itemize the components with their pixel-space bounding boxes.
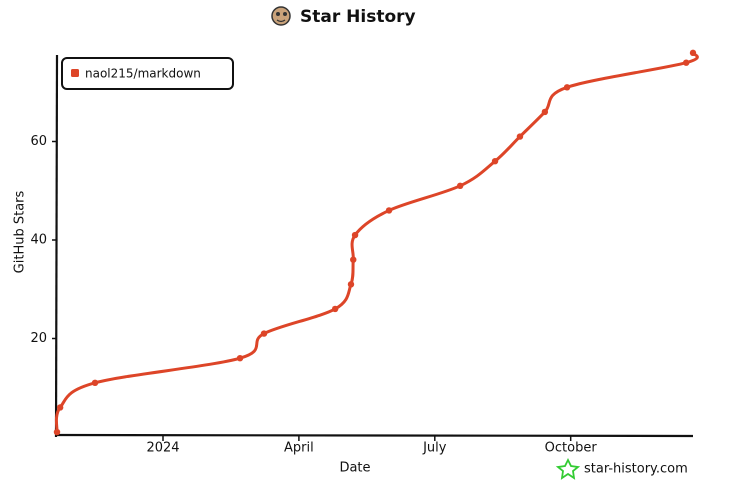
data-point <box>260 330 268 337</box>
series-line <box>54 51 699 434</box>
data-point <box>491 158 499 165</box>
y-axis <box>54 54 59 438</box>
data-point <box>331 305 339 313</box>
legend-swatch <box>71 69 79 77</box>
data-point <box>53 428 61 436</box>
data-point <box>563 84 571 91</box>
data-point <box>385 207 393 214</box>
data-point <box>683 59 690 66</box>
y-tick-label: 60 <box>30 134 47 149</box>
x-axis <box>56 433 694 438</box>
data-point <box>236 355 244 362</box>
watermark: star-history.com <box>584 462 688 477</box>
data-point <box>347 281 355 288</box>
y-tick-label: 40 <box>30 233 47 248</box>
x-axis-label: Date <box>339 461 370 476</box>
data-point <box>689 49 697 57</box>
x-tick-label: October <box>545 441 598 456</box>
chart-title: Star History <box>300 7 416 27</box>
data-point <box>516 133 524 140</box>
data-point <box>350 256 357 263</box>
x-tick-label: July <box>422 441 447 456</box>
watermark-icon <box>555 457 581 480</box>
title-icon <box>271 6 291 26</box>
legend-label: naol215/markdown <box>85 67 201 81</box>
data-point <box>91 379 99 387</box>
data-point <box>456 182 464 190</box>
x-tick-label: 2024 <box>146 441 179 456</box>
y-tick-label: 20 <box>30 331 47 346</box>
legend-box <box>61 57 234 90</box>
data-point <box>351 231 359 239</box>
y-axis-label: GitHub Stars <box>13 190 28 273</box>
x-tick-label: April <box>284 441 314 456</box>
data-point <box>541 108 549 116</box>
data-point <box>56 404 64 411</box>
